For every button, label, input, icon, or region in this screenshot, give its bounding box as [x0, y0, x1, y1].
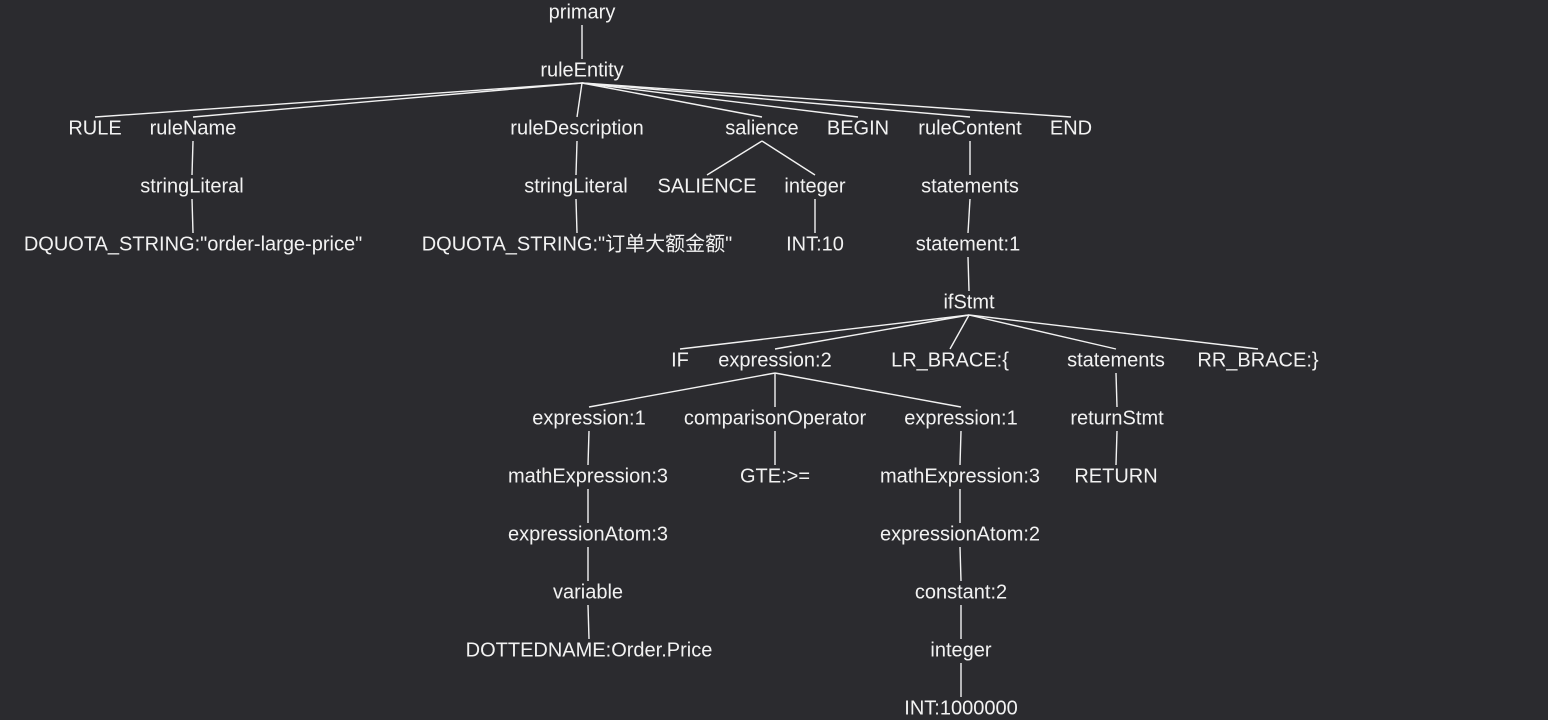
tree-node-salience: SALIENCE: [658, 175, 757, 197]
tree-edge: [575, 198, 578, 234]
tree-edge: [967, 256, 970, 292]
tree-node-rr-brace: RR_BRACE:}: [1197, 349, 1318, 371]
tree-node-return: RETURN: [1074, 465, 1157, 487]
tree-node-stringliteral: stringLiteral: [140, 175, 243, 197]
tree-node-rulename: ruleName: [150, 117, 237, 139]
tree-node-constant-2: constant:2: [915, 581, 1007, 603]
tree-node-stringliteral: stringLiteral: [524, 175, 627, 197]
tree-edge: [581, 82, 1072, 118]
tree-edge: [967, 198, 971, 234]
tree-edge: [191, 140, 194, 176]
tree-node-salience: salience: [725, 117, 798, 139]
tree-node-end: END: [1050, 117, 1092, 139]
tree-node-lr-brace: LR_BRACE:{: [891, 349, 1009, 371]
tree-node-rulecontent: ruleContent: [918, 117, 1022, 139]
tree-node-comparisonoperator: comparisonOperator: [684, 407, 867, 429]
tree-node-variable: variable: [553, 581, 623, 603]
tree-edge: [679, 314, 970, 350]
tree-node-int-10: INT:10: [786, 233, 844, 255]
tree-edge: [959, 546, 962, 582]
tree-node-if: IF: [671, 349, 689, 371]
tree-node-rule: RULE: [68, 117, 121, 139]
tree-edge: [774, 314, 970, 350]
tree-edge: [575, 140, 578, 176]
tree-node-begin: BEGIN: [827, 117, 889, 139]
tree-node-gte: GTE:>=: [740, 465, 810, 487]
tree-edge: [587, 604, 590, 640]
tree-edge: [581, 82, 859, 118]
tree-edge: [191, 198, 194, 234]
tree-node-returnstmt: returnStmt: [1070, 407, 1164, 429]
tree-edge: [1115, 430, 1118, 466]
tree-edge: [959, 430, 962, 466]
tree-node-dquota-string: DQUOTA_STRING:"订单大额金额": [422, 232, 733, 255]
tree-nodes: primary ruleEntity RULE ruleName stringLiter…: [24, 1, 1319, 719]
tree-node-expression-1: expression:1: [532, 407, 645, 429]
tree-edge: [94, 82, 583, 118]
tree-node-statements: statements: [921, 175, 1019, 197]
tree-node-ruleentity: ruleEntity: [540, 59, 623, 81]
tree-edges: [94, 25, 1259, 697]
tree-edge: [1115, 372, 1118, 408]
tree-edge: [949, 314, 970, 350]
tree-edge: [587, 430, 590, 466]
tree-edge: [192, 82, 583, 118]
tree-node-statements: statements: [1067, 349, 1165, 371]
tree-node-integer: integer: [930, 639, 991, 661]
tree-edge: [761, 140, 816, 176]
tree-node-primary: primary: [549, 1, 616, 23]
tree-edge: [581, 82, 763, 118]
tree-node-dottedname-order-price: DOTTEDNAME:Order.Price: [466, 639, 713, 661]
tree-edge: [576, 82, 583, 118]
tree-edge: [581, 82, 971, 118]
tree-edge: [968, 314, 1259, 350]
tree-node-dquota-string-order-large-price: DQUOTA_STRING:"order-large-price": [24, 233, 362, 255]
tree-node-expression-2: expression:2: [718, 349, 831, 371]
tree-node-statement-1: statement:1: [916, 233, 1021, 255]
tree-edge: [774, 372, 962, 408]
tree-node-expression-1: expression:1: [904, 407, 1017, 429]
tree-node-int-1000000: INT:1000000: [904, 697, 1017, 719]
tree-edge: [588, 372, 776, 408]
tree-node-mathexpression-3: mathExpression:3: [508, 465, 668, 487]
tree-node-expressionatom-3: expressionAtom:3: [508, 523, 668, 545]
tree-node-expressionatom-2: expressionAtom:2: [880, 523, 1040, 545]
tree-edge: [968, 314, 1117, 350]
tree-node-integer: integer: [784, 175, 845, 197]
tree-node-ruledescription: ruleDescription: [510, 117, 643, 139]
tree-edge: [706, 140, 763, 176]
tree-node-mathexpression-3: mathExpression:3: [880, 465, 1040, 487]
tree-node-ifstmt: ifStmt: [943, 291, 995, 313]
